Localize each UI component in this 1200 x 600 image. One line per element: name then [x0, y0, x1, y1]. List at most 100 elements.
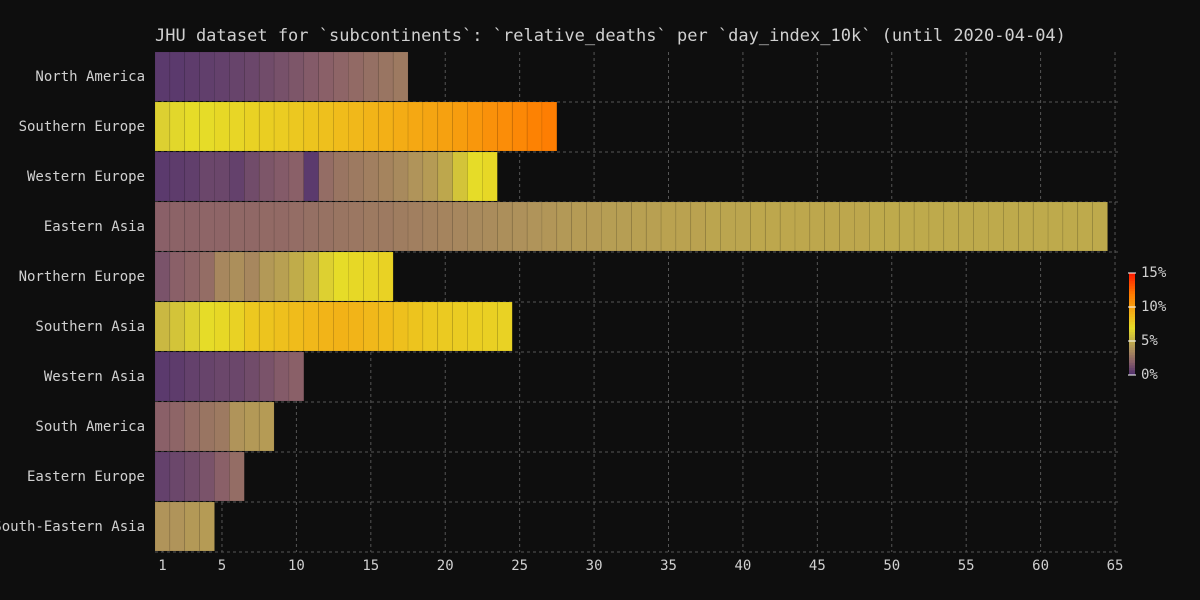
y-tick-label: Eastern Europe	[27, 469, 145, 485]
chart-title: JHU dataset for `subcontinents`: `relati…	[155, 26, 1066, 46]
heat-cell	[214, 51, 230, 102]
y-tick-label: Western Asia	[44, 369, 145, 385]
heat-cell	[482, 101, 498, 152]
heat-cell	[273, 51, 290, 102]
colorbar-label: 10%	[1141, 299, 1167, 315]
heat-cell	[616, 201, 632, 252]
x-tick-label: 1	[158, 558, 166, 574]
heat-cell	[675, 201, 692, 252]
heat-cell	[214, 151, 230, 202]
heat-cell	[705, 201, 721, 252]
heat-cell	[1047, 201, 1064, 252]
heat-cell	[154, 501, 171, 552]
colorbar-segment	[1129, 362, 1135, 366]
heat-cell	[303, 101, 320, 152]
heat-cell	[154, 301, 171, 352]
heat-cell	[273, 301, 290, 352]
heat-cell	[437, 101, 453, 152]
heat-cell	[229, 201, 245, 252]
colorbar-segment	[1129, 311, 1135, 315]
heat-cell	[318, 151, 334, 202]
x-tick-label: 10	[288, 558, 305, 574]
heat-cell	[169, 351, 186, 402]
x-tick-label: 45	[809, 558, 826, 574]
colorbar-segment	[1129, 346, 1135, 350]
heat-cell	[288, 51, 305, 102]
heat-cell	[333, 251, 349, 302]
x-tick-label: 40	[734, 558, 751, 574]
heat-cell	[497, 101, 513, 152]
heat-cell	[392, 301, 409, 352]
colorbar-segment	[1129, 275, 1135, 279]
heat-cell	[363, 101, 379, 152]
heat-cell	[184, 351, 200, 402]
heat-cell	[333, 151, 349, 202]
x-tick-label: 60	[1032, 558, 1049, 574]
heat-cell	[363, 301, 379, 352]
heat-cell	[541, 101, 558, 152]
heat-cell	[303, 51, 320, 102]
heat-cell	[303, 201, 320, 252]
heat-cell	[720, 201, 736, 252]
colorbar-segment	[1129, 349, 1135, 353]
heat-cell	[288, 201, 305, 252]
heat-cell	[184, 151, 200, 202]
colorbar-segment	[1129, 295, 1135, 299]
heat-cell	[869, 201, 885, 252]
heat-cell	[318, 251, 334, 302]
heat-cell	[973, 201, 989, 252]
colorbar-label: 0%	[1141, 367, 1158, 383]
x-tick-label: 15	[362, 558, 379, 574]
heat-cell	[467, 151, 483, 202]
heat-cell	[422, 101, 439, 152]
colorbar-segment	[1129, 369, 1135, 373]
heat-cell	[586, 201, 602, 252]
heat-cell	[184, 501, 200, 552]
colorbar-segment	[1129, 298, 1135, 302]
heat-cell	[318, 301, 334, 352]
heat-cell	[422, 201, 439, 252]
heat-cell	[363, 151, 379, 202]
heat-cell	[913, 201, 930, 252]
heat-cell	[348, 201, 364, 252]
heat-cell	[169, 501, 186, 552]
heat-cell	[497, 301, 513, 352]
heat-cell	[1032, 201, 1049, 252]
colorbar-segment	[1129, 321, 1135, 325]
heat-cell	[943, 201, 960, 252]
heat-cell	[348, 301, 364, 352]
heat-cell	[214, 201, 230, 252]
heat-cell	[526, 201, 543, 252]
heat-cell	[199, 151, 215, 202]
heat-cell	[214, 451, 230, 502]
heat-cell	[377, 251, 394, 302]
heat-cell	[258, 201, 275, 252]
colorbar-segment	[1129, 326, 1135, 330]
heat-cell	[407, 301, 424, 352]
heat-cell	[377, 151, 394, 202]
heat-cell	[363, 251, 379, 302]
heat-cell	[467, 201, 483, 252]
heat-cell	[169, 301, 186, 352]
heat-cell	[258, 351, 275, 402]
heat-cell	[288, 101, 305, 152]
colorbar-label: 15%	[1141, 265, 1167, 281]
heat-cell	[526, 101, 543, 152]
heat-cell	[229, 301, 245, 352]
heat-cell	[303, 301, 320, 352]
heat-cell	[273, 101, 290, 152]
colorbar-segment	[1129, 357, 1135, 361]
heat-cell	[482, 201, 498, 252]
colorbar-segment	[1129, 318, 1135, 322]
colorbar-segment	[1129, 273, 1135, 277]
heat-cell	[482, 151, 498, 202]
heat-cell	[1062, 201, 1079, 252]
colorbar-segment	[1129, 308, 1135, 312]
colorbar-segment	[1129, 341, 1135, 345]
heat-cell	[1077, 201, 1093, 252]
y-tick-label: Northern Europe	[19, 269, 145, 285]
heat-cell	[333, 101, 349, 152]
heat-cell	[288, 301, 305, 352]
colorbar-segment	[1129, 280, 1135, 284]
